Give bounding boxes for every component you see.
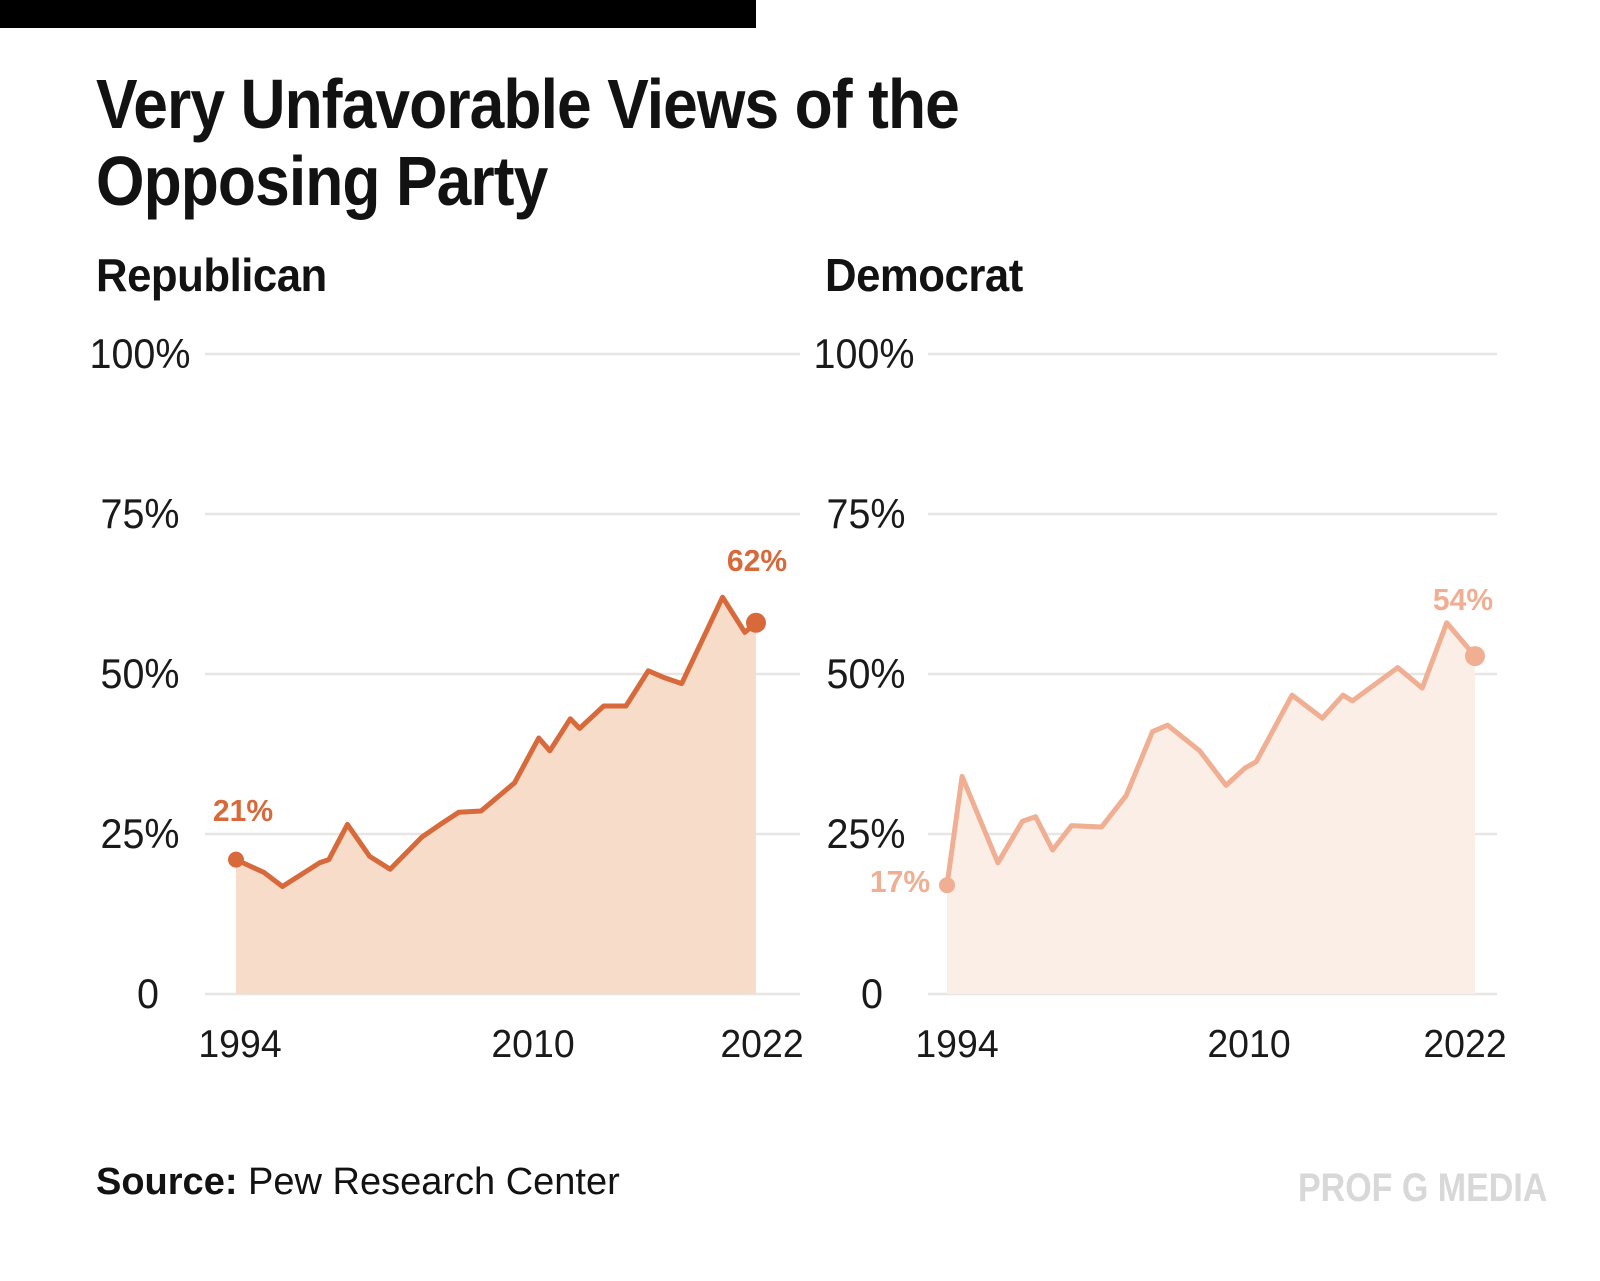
- democrat-area-chart: [928, 352, 1497, 996]
- page-title-line1: Very Unfavorable Views of the: [96, 65, 960, 143]
- watermark: PROF G MEDIA: [1297, 1166, 1547, 1210]
- page-title: Very Unfavorable Views of the Opposing P…: [96, 65, 960, 220]
- source-prefix: Source:: [96, 1161, 238, 1203]
- rep-xtick-1994: 1994: [198, 1023, 282, 1066]
- rep-ytick-50: 50%: [100, 650, 180, 697]
- rep-xtick-2022: 2022: [720, 1023, 804, 1066]
- source-text: Pew Research Center: [237, 1161, 620, 1203]
- dem-xtick-2022: 2022: [1423, 1023, 1507, 1066]
- dem-ytick-25: 25%: [826, 810, 906, 857]
- rep-ytick-0: 0: [137, 970, 159, 1017]
- rep-start-value-label: 21%: [212, 793, 274, 828]
- dem-ytick-50: 50%: [826, 650, 906, 697]
- panel-label-democrat: Democrat: [825, 249, 1023, 301]
- dem-xtick-1994: 1994: [915, 1023, 999, 1066]
- dem-xtick-2010: 2010: [1207, 1023, 1291, 1066]
- rep-xtick-2010: 2010: [491, 1023, 575, 1066]
- rep-ytick-25: 25%: [100, 810, 180, 857]
- brand-bar: [0, 0, 756, 28]
- dem-ytick-100: 100%: [813, 330, 915, 377]
- rep-end-value-label: 62%: [726, 543, 788, 578]
- dem-ytick-0: 0: [861, 970, 883, 1017]
- dem-ytick-75: 75%: [826, 490, 906, 537]
- dem-start-value-label: 17%: [869, 864, 931, 899]
- dem-end-value-label: 54%: [1432, 582, 1494, 617]
- panel-label-republican: Republican: [96, 249, 327, 301]
- rep-ytick-75: 75%: [100, 490, 180, 537]
- rep-ytick-100: 100%: [89, 330, 191, 377]
- source-note: Source: Pew Research Center: [96, 1161, 620, 1204]
- page-title-line2: Opposing Party: [96, 142, 548, 220]
- republican-area-chart: [205, 352, 800, 996]
